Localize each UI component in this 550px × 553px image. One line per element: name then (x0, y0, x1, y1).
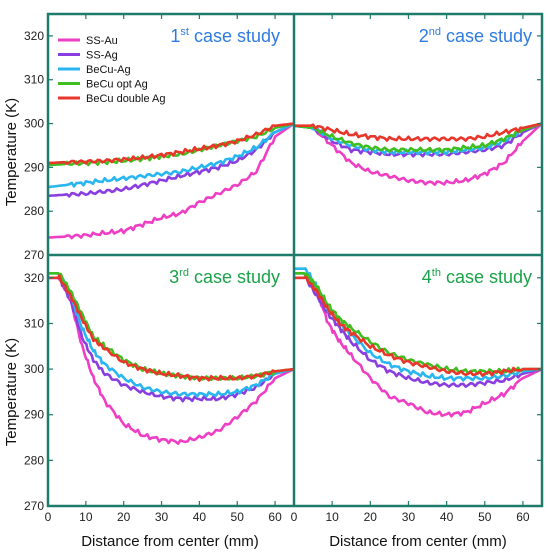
panel-4: 4th case study (294, 267, 543, 418)
series-line-ss-ag-panel-3 (48, 275, 295, 403)
x-tick-label: 10 (79, 510, 93, 524)
y-axis-label-bottom: Temperature (K) (3, 338, 20, 446)
x-tick-label: 60 (268, 510, 282, 524)
panel-title-text: case study (441, 26, 532, 46)
series-line-becu-double-ag-panel-1 (47, 122, 295, 165)
panel-title-superscript: rd (179, 267, 189, 279)
series-line-becu-double-ag-panel-3 (48, 274, 295, 383)
x-tick-label: 40 (440, 510, 454, 524)
panel-title-1: 1st case study (170, 26, 280, 46)
y-tick-label: 280 (24, 453, 44, 467)
y-tick-label: 310 (24, 73, 44, 87)
series-line-becu-ag-panel-3 (48, 271, 295, 398)
panel-title-superscript: nd (429, 26, 441, 38)
x-tick-label: 60 (516, 510, 530, 524)
legend-label: BeCu double Ag (86, 93, 166, 105)
y-tick-label: 270 (24, 499, 44, 513)
y-tick-label: 280 (24, 204, 44, 218)
legend-label: SS-Au (86, 35, 118, 47)
series-line-becu-opt-ag-panel-4 (294, 271, 542, 376)
x-tick-label: 10 (325, 510, 339, 524)
legend-label: BeCu-Ag (86, 64, 131, 76)
y-tick-label: 300 (24, 117, 44, 131)
panel-title-2: 2nd case study (419, 26, 532, 46)
panel-title-number: 4 (422, 267, 432, 287)
series-line-ss-au-panel-3 (48, 276, 295, 445)
x-tick-label: 0 (291, 510, 298, 524)
panel-2: 2nd case study (293, 26, 543, 186)
y-tick-label: 310 (24, 316, 44, 330)
panel-1: 1st case study (47, 26, 295, 240)
series-line-ss-au-panel-4 (294, 271, 543, 418)
x-tick-label: 50 (478, 510, 492, 524)
panel-title-number: 3 (169, 267, 179, 287)
series-line-becu-double-ag-panel-4 (294, 275, 542, 377)
legend: SS-Au SS-Ag BeCu-Ag BeCu opt Ag BeCu double … (58, 35, 166, 105)
panel-title-superscript: th (432, 267, 441, 279)
series-line-ss-au-panel-1 (47, 122, 295, 240)
x-axis-label-left: Distance from center (mm) (81, 533, 259, 550)
series-line-ss-au-panel-2 (293, 122, 543, 186)
y-tick-label: 270 (24, 248, 44, 262)
series-line-becu-ag-panel-1 (47, 122, 295, 189)
series-line-becu-opt-ag-panel-2 (293, 122, 543, 154)
panel-title-3: 3rd case study (169, 267, 280, 287)
series-line-ss-ag-panel-1 (47, 122, 295, 198)
panel-3: 3rd case study (48, 267, 295, 445)
series-line-becu-double-ag-panel-2 (294, 122, 543, 142)
x-tick-label: 20 (117, 510, 131, 524)
y-tick-label: 290 (24, 160, 44, 174)
x-tick-label: 50 (231, 510, 245, 524)
x-tick-label: 0 (45, 510, 52, 524)
panel-title-text: case study (189, 26, 280, 46)
legend-label: BeCu opt Ag (86, 79, 148, 91)
x-axis-label-right: Distance from center (mm) (329, 533, 507, 550)
x-tick-label: 30 (402, 510, 416, 524)
x-tick-label: 30 (155, 510, 169, 524)
panel-title-number: 1 (170, 26, 180, 46)
y-tick-label: 320 (24, 29, 44, 43)
series-line-becu-opt-ag-panel-1 (47, 122, 295, 167)
legend-label: SS-Ag (86, 50, 118, 62)
y-tick-label: 320 (24, 271, 44, 285)
panel-title-superscript: st (180, 26, 189, 38)
y-tick-label: 290 (24, 408, 44, 422)
y-axis-label-top: Temperature (K) (3, 98, 20, 206)
series-line-becu-opt-ag-panel-3 (48, 271, 295, 382)
panel-title-4: 4th case study (422, 267, 532, 287)
panel-title-number: 2 (419, 26, 429, 46)
x-tick-label: 20 (364, 510, 378, 524)
panel-title-text: case study (189, 267, 280, 287)
y-tick-label: 300 (24, 362, 44, 376)
x-tick-label: 40 (193, 510, 207, 524)
panel-title-text: case study (441, 267, 532, 287)
